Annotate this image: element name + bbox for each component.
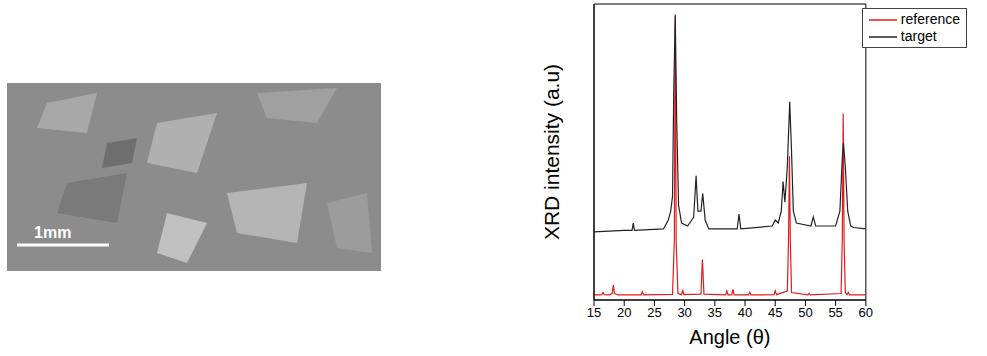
- svg-text:20: 20: [617, 305, 631, 320]
- svg-text:1mm: 1mm: [34, 224, 71, 241]
- svg-text:45: 45: [768, 305, 782, 320]
- svg-text:60: 60: [859, 305, 873, 320]
- svg-text:Angle (θ): Angle (θ): [689, 326, 770, 348]
- svg-text:40: 40: [738, 305, 752, 320]
- svg-text:15: 15: [587, 305, 601, 320]
- svg-text:55: 55: [828, 305, 842, 320]
- svg-text:50: 50: [798, 305, 812, 320]
- html-text:target: target: [900, 28, 937, 44]
- svg-text:25: 25: [647, 305, 661, 320]
- svg-text:30: 30: [677, 305, 691, 320]
- html-text:reference: reference: [900, 11, 960, 27]
- svg-text:35: 35: [708, 305, 722, 320]
- svg-text:XRD intensity (a.u): XRD intensity (a.u): [540, 64, 563, 240]
